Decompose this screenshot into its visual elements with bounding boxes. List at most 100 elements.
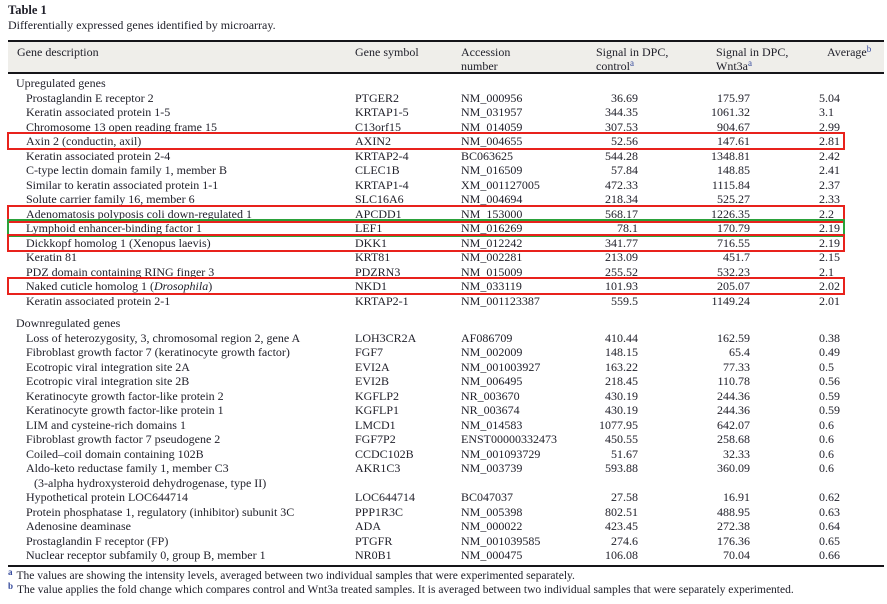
- average-cell: 2.99: [819, 119, 840, 134]
- accession-number-cell: NM_004655: [461, 134, 523, 148]
- average-cell: 5.04: [819, 90, 840, 105]
- header-line: number: [461, 58, 498, 73]
- signal-wnt3a-cell: 1149.24: [711, 293, 750, 308]
- average-cell: 2.42: [819, 148, 840, 163]
- average-cell: 2.15: [819, 250, 840, 264]
- signal-control-cell: 430.19: [605, 403, 638, 417]
- gene-description-cell: Ecotropic viral integration site 2A: [26, 359, 190, 374]
- col-header-signal-wnt3a: Signal in DPC, Wnt3aa: [716, 45, 827, 75]
- col-header-signal-control: Signal in DPC, controla: [596, 45, 716, 72]
- table-row: Ecotropic viral integration site 2A EVI2A…: [8, 360, 884, 375]
- average-cell: 0.6: [819, 461, 834, 475]
- table-row: Lymphoid enhancer-binding factor 1 LEF1 NM…: [7, 219, 884, 237]
- table-row: Prostaglandin F receptor (FP) PTGFR NM_001…: [8, 534, 884, 549]
- gene-description-cell: Keratinocyte growth factor-like protein …: [26, 388, 224, 403]
- gene-description-cell: Aldo-keto reductase family 1, member C3(…: [8, 461, 355, 490]
- signal-wnt3a-cell: 642.07: [717, 417, 750, 432]
- gene-symbol-cell: LOC644714: [355, 490, 415, 504]
- average-cell: 2.33: [819, 192, 840, 206]
- gene-description-cell: Nuclear receptor subfamily 0, group B, m…: [26, 548, 266, 562]
- average-cell: 0.59: [819, 388, 840, 403]
- description-text: Naked cuticle homolog 1 (: [26, 279, 154, 293]
- signal-control-cell: 36.69: [611, 90, 638, 105]
- average-cell: 2.41: [819, 163, 840, 177]
- gene-description-cell: Similar to keratin associated protein 1-…: [26, 177, 219, 192]
- gene-description-cell: Keratin associated protein 2-1: [26, 293, 171, 308]
- gene-description-cell: LIM and cysteine-rich domains 1: [26, 417, 186, 432]
- gene-symbol-cell: PTGFR: [355, 533, 393, 548]
- col-header-accession-number: Accession number: [461, 45, 596, 73]
- signal-wnt3a-cell: 176.36: [717, 533, 750, 548]
- signal-control-cell: 57.84: [611, 163, 638, 177]
- signal-control-cell: 163.22: [605, 359, 638, 374]
- table-row: Solute carrier family 16, member 6 SLC16A…: [8, 192, 884, 207]
- signal-control-cell: 802.51: [605, 504, 638, 519]
- average-cell: 0.38: [819, 330, 840, 345]
- signal-control-cell: 430.19: [605, 388, 638, 403]
- table-row: Nuclear receptor subfamily 0, group B, m…: [8, 548, 884, 563]
- signal-wnt3a-cell: 205.07: [717, 279, 750, 293]
- accession-number-cell: NM_001039585: [461, 533, 541, 548]
- signal-control-cell: 148.15: [605, 345, 638, 359]
- accession-number-cell: NM_014583: [461, 417, 523, 432]
- table-row: Adenosine deaminase ADA NM_000022 423.45 272…: [8, 519, 884, 534]
- section-label: Upregulated genes: [16, 76, 106, 90]
- table-row: Keratinocyte growth factor-like protein …: [8, 403, 884, 418]
- signal-control-cell: 410.44: [605, 330, 638, 345]
- footnote-ref-a: a: [630, 57, 634, 68]
- signal-wnt3a-cell: 16.91: [723, 490, 750, 504]
- accession-number-cell: NM_006495: [461, 374, 523, 388]
- gene-description-cell: Keratin associated protein 1-5: [26, 105, 171, 119]
- table-row: Keratin associated protein 1-5 KRTAP1-5 NM…: [8, 105, 884, 120]
- signal-wnt3a-cell: 77.33: [723, 359, 750, 374]
- signal-wnt3a-cell: 244.36: [717, 388, 750, 403]
- header-line: Wnt3aa: [716, 58, 827, 75]
- gene-description-cell: Lymphoid enhancer-binding factor 1: [26, 221, 203, 235]
- signal-wnt3a-cell: 904.67: [717, 119, 750, 134]
- gene-description-cell: Adenomatosis polyposis coli down-regulat…: [26, 206, 252, 221]
- signal-wnt3a-cell: 110.78: [717, 374, 750, 388]
- gene-symbol-cell: NR0B1: [355, 548, 392, 562]
- signal-control-cell: 423.45: [605, 519, 638, 533]
- accession-number-cell: AF086709: [461, 330, 513, 345]
- signal-wnt3a-cell: 488.95: [717, 504, 750, 519]
- table-row: Keratinocyte growth factor-like protein …: [8, 389, 884, 404]
- signal-control-cell: 544.28: [605, 148, 638, 163]
- average-cell: 2.01: [819, 293, 840, 308]
- signal-wnt3a-cell: 532.23: [717, 264, 750, 279]
- col-header-gene-symbol: Gene symbol: [355, 45, 419, 59]
- signal-control-cell: 106.08: [605, 548, 638, 562]
- gene-symbol-cell: FGF7: [355, 345, 384, 359]
- signal-control-cell: 213.09: [605, 250, 638, 264]
- accession-number-cell: NM_001093729: [461, 446, 541, 461]
- table-row: Aldo-keto reductase family 1, member C3(…: [8, 461, 884, 490]
- col-header-average: Averageb: [827, 44, 884, 72]
- average-cell: 0.6: [819, 446, 834, 461]
- accession-number-cell: NR_003670: [461, 388, 520, 403]
- average-cell: 0.64: [819, 519, 840, 533]
- average-cell: 0.59: [819, 403, 840, 417]
- gene-description-cell: Dickkopf homolog 1 (Xenopus laevis): [26, 235, 211, 250]
- signal-control-cell: 218.45: [605, 374, 638, 388]
- gene-symbol-cell: EVI2A: [355, 359, 390, 374]
- table-header-row: Gene description Gene symbol Accession n…: [8, 42, 884, 74]
- signal-control-cell: 78.1: [617, 221, 638, 235]
- signal-control-cell: 559.5: [611, 293, 638, 308]
- accession-number-cell: BC063625: [461, 148, 514, 163]
- gene-symbol-cell: KGFLP1: [355, 403, 400, 417]
- signal-wnt3a-cell: 1348.81: [711, 148, 750, 163]
- average-cell: 0.63: [819, 504, 840, 519]
- accession-number-cell: NM_016509: [461, 163, 523, 177]
- gene-description-cell: Coiled–coil domain containing 102B: [26, 446, 204, 461]
- header-text: Wnt3a: [716, 58, 748, 73]
- accession-number-cell: NM_031957: [461, 105, 523, 119]
- header-line: Signal in DPC,: [716, 45, 789, 59]
- accession-number-cell: NM_000022: [461, 519, 523, 533]
- gene-symbol-cell: ADA: [355, 519, 381, 533]
- table-row: Similar to keratin associated protein 1-…: [8, 178, 884, 193]
- footnote-text: The values are showing the intensity lev…: [16, 570, 575, 582]
- footnote-ref-b: b: [866, 44, 872, 54]
- table-row: Fibroblast growth factor 7 pseudogene 2 F…: [8, 432, 884, 447]
- signal-control-cell: 1077.95: [599, 417, 638, 432]
